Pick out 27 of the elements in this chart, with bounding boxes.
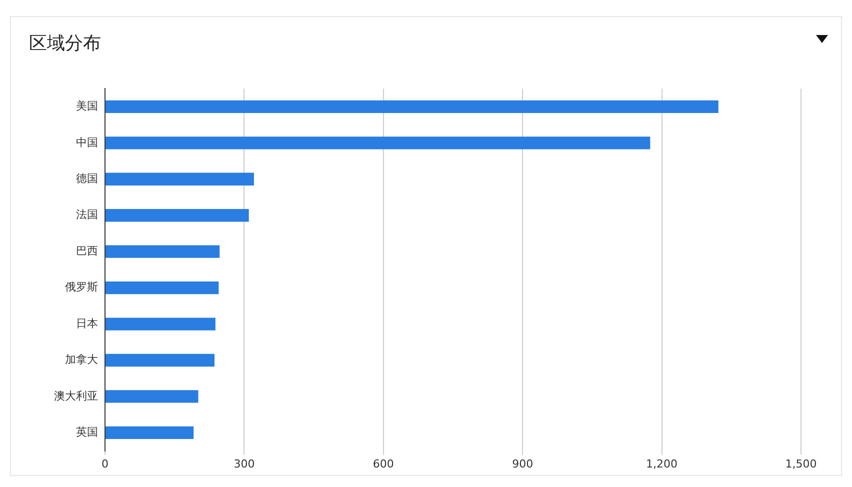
bar bbox=[106, 209, 249, 222]
x-tick-label: 900 bbox=[512, 457, 534, 470]
chart-title: 区域分布 bbox=[29, 32, 101, 55]
y-tick-label: 英国 bbox=[76, 426, 98, 439]
y-tick-label: 中国 bbox=[76, 136, 98, 149]
x-tick-label: 1,500 bbox=[785, 457, 817, 470]
y-tick-label: 德国 bbox=[76, 172, 98, 186]
x-tick-label: 0 bbox=[102, 457, 108, 470]
bar bbox=[106, 281, 219, 294]
y-tick-label: 俄罗斯 bbox=[65, 280, 98, 294]
bar bbox=[106, 390, 198, 403]
y-tick-label: 巴西 bbox=[76, 244, 98, 258]
y-tick-label: 日本 bbox=[76, 316, 98, 330]
bar bbox=[106, 172, 254, 186]
bar bbox=[106, 100, 718, 114]
x-tick-label: 1,200 bbox=[646, 457, 678, 470]
bar bbox=[106, 354, 215, 367]
bar bbox=[106, 136, 650, 150]
x-tick-label: 300 bbox=[234, 457, 255, 470]
y-tick-label: 法国 bbox=[76, 208, 98, 222]
x-tick-label: 600 bbox=[372, 457, 394, 470]
bar bbox=[106, 426, 194, 440]
y-tick-label: 加拿大 bbox=[65, 353, 98, 366]
bar bbox=[106, 318, 216, 330]
y-tick-label: 澳大利亚 bbox=[54, 389, 98, 402]
bar bbox=[106, 245, 220, 258]
y-tick-label: 美国 bbox=[76, 100, 98, 113]
